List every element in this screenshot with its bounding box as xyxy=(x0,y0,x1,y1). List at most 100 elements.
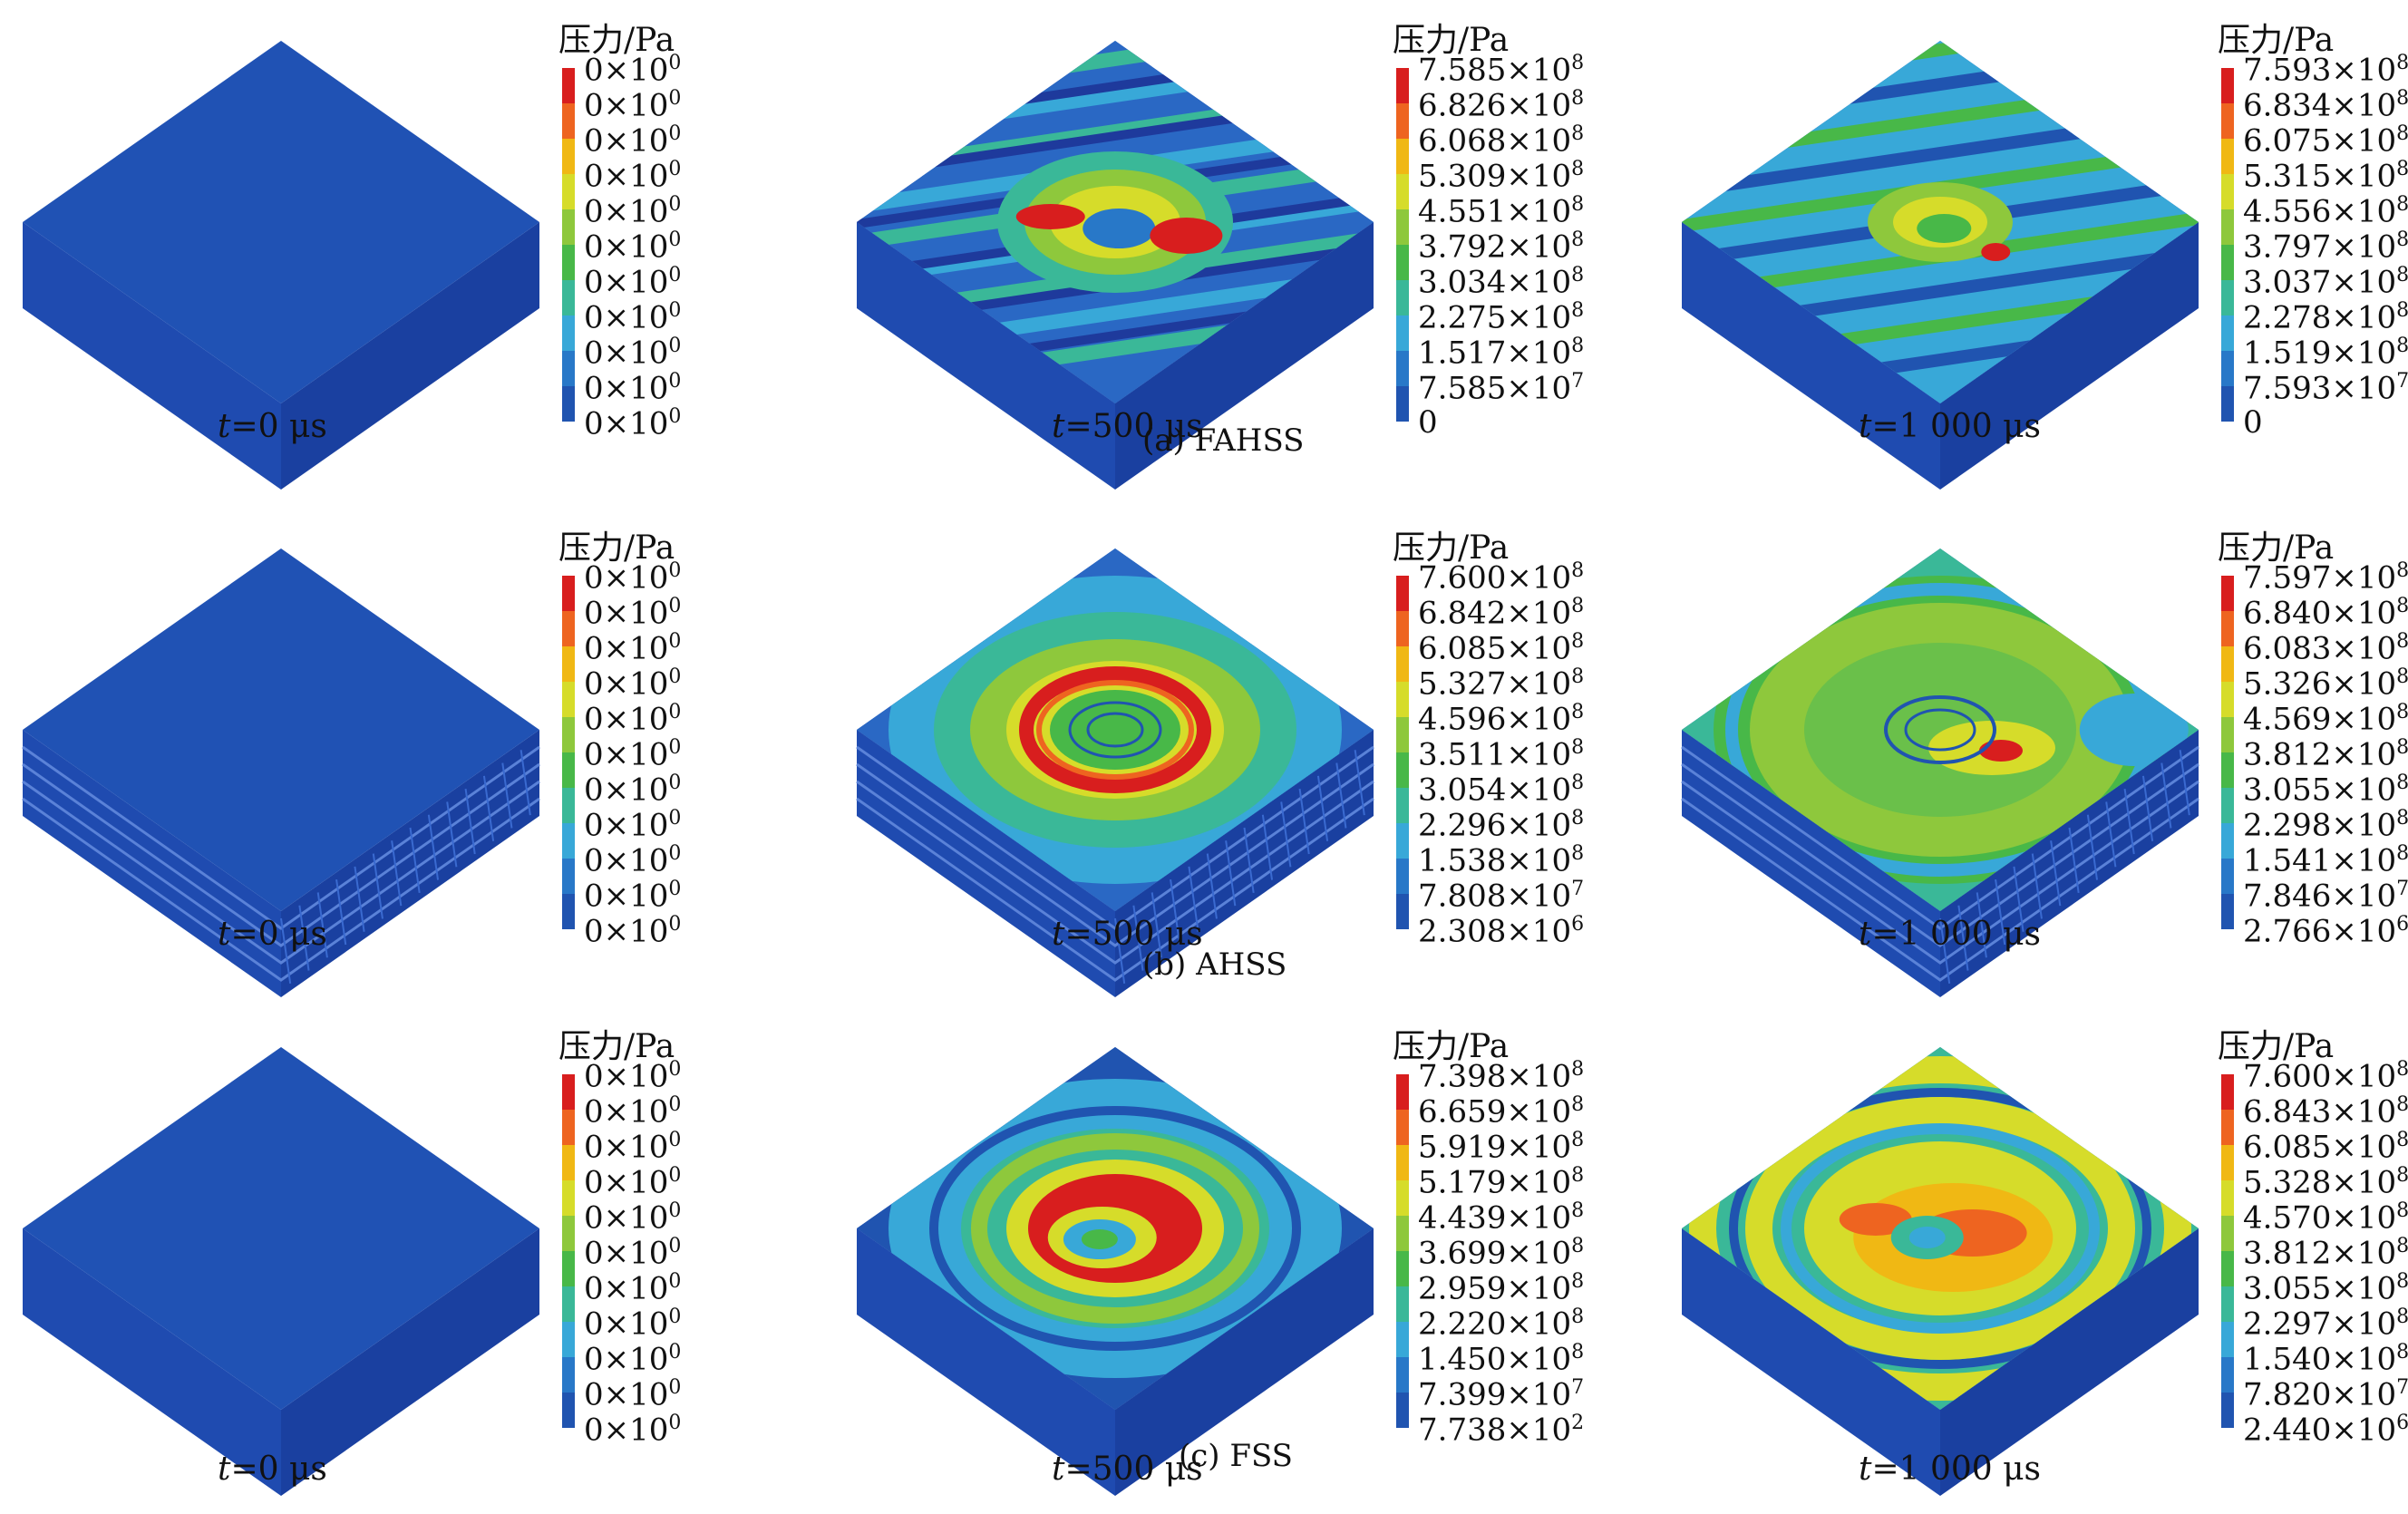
legend-value-exponent: 0 xyxy=(668,1412,682,1434)
lattice-strut xyxy=(1335,762,1347,829)
legend-color-segment xyxy=(562,1286,575,1322)
legend-value-times-ten: ×10 xyxy=(2331,559,2397,597)
legend-value-exponent: 8 xyxy=(2396,264,2408,286)
legend-value-mantissa: 4.551 xyxy=(1418,193,1507,230)
legend-value-exponent: 0 xyxy=(668,878,682,900)
legend-value: 5.919×108 xyxy=(1418,1131,1584,1163)
sandwich-structure-model xyxy=(23,41,539,490)
legend-value: 7.593×108 xyxy=(2243,53,2408,86)
legend-value: 0×100 xyxy=(584,335,681,372)
legend-value-mantissa: 0 xyxy=(584,1164,604,1201)
legend-value: 3.037×108 xyxy=(2243,264,2408,298)
legend-value-mantissa: 0 xyxy=(584,630,604,667)
legend-value: 0×100 xyxy=(584,1129,681,1166)
legend-color-segment xyxy=(2221,1216,2234,1251)
block-right-face xyxy=(281,1228,539,1496)
lattice-strut xyxy=(2179,750,2190,816)
legend-color-segment xyxy=(2221,894,2234,929)
legend-color-segment xyxy=(1396,174,1409,209)
lattice-strut xyxy=(1280,801,1292,868)
lattice-strut xyxy=(372,853,384,919)
legend-colorbar xyxy=(2221,68,2234,422)
block-left-face xyxy=(23,730,281,997)
legend-value-times-ten: ×10 xyxy=(1506,228,1572,266)
legend-value-times-ten: ×10 xyxy=(2331,1058,2397,1095)
legend-color-segment xyxy=(2221,351,2234,386)
legend-value-times-ten: ×10 xyxy=(1506,559,1572,597)
layer-separator xyxy=(1681,762,2199,947)
legend-value-mantissa: 3.812 xyxy=(2243,736,2332,773)
legend-value-exponent: 8 xyxy=(1571,772,1585,794)
layer-separator xyxy=(22,762,540,947)
time-symbol: t xyxy=(218,1451,231,1488)
legend-colorbar xyxy=(562,576,575,929)
legend-value-exponent: 8 xyxy=(1571,1058,1585,1081)
legend-value-times-ten: ×10 xyxy=(603,1235,669,1272)
legend-value-mantissa: 0 xyxy=(584,1129,604,1166)
block-right-face xyxy=(281,730,539,997)
legend-color-segment xyxy=(562,103,575,139)
legend-color-segment xyxy=(1396,280,1409,315)
legend-value: 4.596×108 xyxy=(1418,703,1584,735)
legend-value-times-ten: ×10 xyxy=(603,1199,669,1237)
legend-value: 5.179×108 xyxy=(1418,1164,1584,1201)
legend-color-segment xyxy=(562,576,575,611)
layer-separator xyxy=(1681,745,2199,930)
legend-color-segment xyxy=(562,752,575,788)
time-value: =0 μs xyxy=(230,408,327,445)
legend-value: 3.055×108 xyxy=(2243,1270,2408,1307)
legend-value-exponent: 0 xyxy=(668,405,682,428)
legend-value-times-ten: ×10 xyxy=(2331,1305,2397,1343)
legend-value-mantissa: 0 xyxy=(584,1058,604,1095)
legend-value-mantissa: 7.585 xyxy=(1418,370,1507,407)
lattice-strut xyxy=(464,789,476,855)
legend-value-times-ten: ×10 xyxy=(2331,807,2397,844)
layer-separator xyxy=(1681,797,2199,982)
legend-value-mantissa: 6.659 xyxy=(1418,1093,1507,1131)
legend-value: 7.820×107 xyxy=(2243,1378,2408,1411)
legend-value-exponent: 7 xyxy=(1571,1376,1585,1399)
legend-value-exponent: 8 xyxy=(1571,335,1585,357)
legend-value-times-ten: ×10 xyxy=(603,1093,669,1131)
legend-value-mantissa: 7.585 xyxy=(1418,52,1507,89)
legend-value-times-ten: ×10 xyxy=(2331,1235,2397,1272)
legend-value: 0×100 xyxy=(584,124,681,157)
legend-value-mantissa: 0 xyxy=(584,335,604,372)
legend-value: 0×100 xyxy=(584,266,681,298)
legend-value-times-ten: ×10 xyxy=(603,158,669,195)
legend-value: 0×100 xyxy=(584,915,681,947)
legend-value-mantissa: 5.328 xyxy=(2243,1164,2332,1201)
legend-value: 0×100 xyxy=(584,301,681,334)
contour-panel: t=1 000 μs 压力/Pa 7.600×108 6.843×108 6.085×1… xyxy=(1659,1006,2408,1496)
legend-value-mantissa: 5.179 xyxy=(1418,1164,1507,1201)
lattice-strut xyxy=(1188,866,1199,932)
legend-color-segment xyxy=(1396,1251,1409,1286)
legend-value-exponent: 8 xyxy=(1571,1093,1585,1116)
legend-value: 3.812×108 xyxy=(2243,1235,2408,1272)
legend-value: 7.600×108 xyxy=(2243,1060,2408,1092)
legend-color-segment xyxy=(2221,315,2234,351)
legend-value-exponent: 0 xyxy=(668,228,682,251)
lattice-strut xyxy=(1316,775,1329,841)
legend-value: 0×100 xyxy=(584,372,681,404)
contour-ring xyxy=(1884,695,1996,764)
legend-value-exponent: 8 xyxy=(2396,1305,2408,1328)
legend-value-mantissa: 2.959 xyxy=(1418,1270,1507,1307)
legend-value-times-ten: ×10 xyxy=(1506,1058,1572,1095)
legend-value-mantissa: 0 xyxy=(584,52,604,89)
legend-value-mantissa: 6.075 xyxy=(2243,122,2332,160)
legend-value: 7.593×107 xyxy=(2243,372,2408,404)
sandwich-structure-model xyxy=(856,548,1374,997)
legend-value-mantissa: 0 xyxy=(584,1199,604,1237)
legend-value-mantissa: 3.055 xyxy=(2243,1270,2332,1307)
legend-color-segment xyxy=(562,611,575,646)
lattice-strut xyxy=(1114,917,1126,984)
legend-color-segment xyxy=(2221,859,2234,894)
legend-value: 4.439×108 xyxy=(1418,1201,1584,1234)
legend-value-exponent: 8 xyxy=(1571,842,1585,865)
block-top-face xyxy=(23,548,539,911)
legend-color-segment xyxy=(562,139,575,174)
time-symbol: t xyxy=(1052,916,1065,953)
legend-value-times-ten: ×10 xyxy=(2331,335,2397,372)
legend-value: 0×100 xyxy=(584,158,681,195)
